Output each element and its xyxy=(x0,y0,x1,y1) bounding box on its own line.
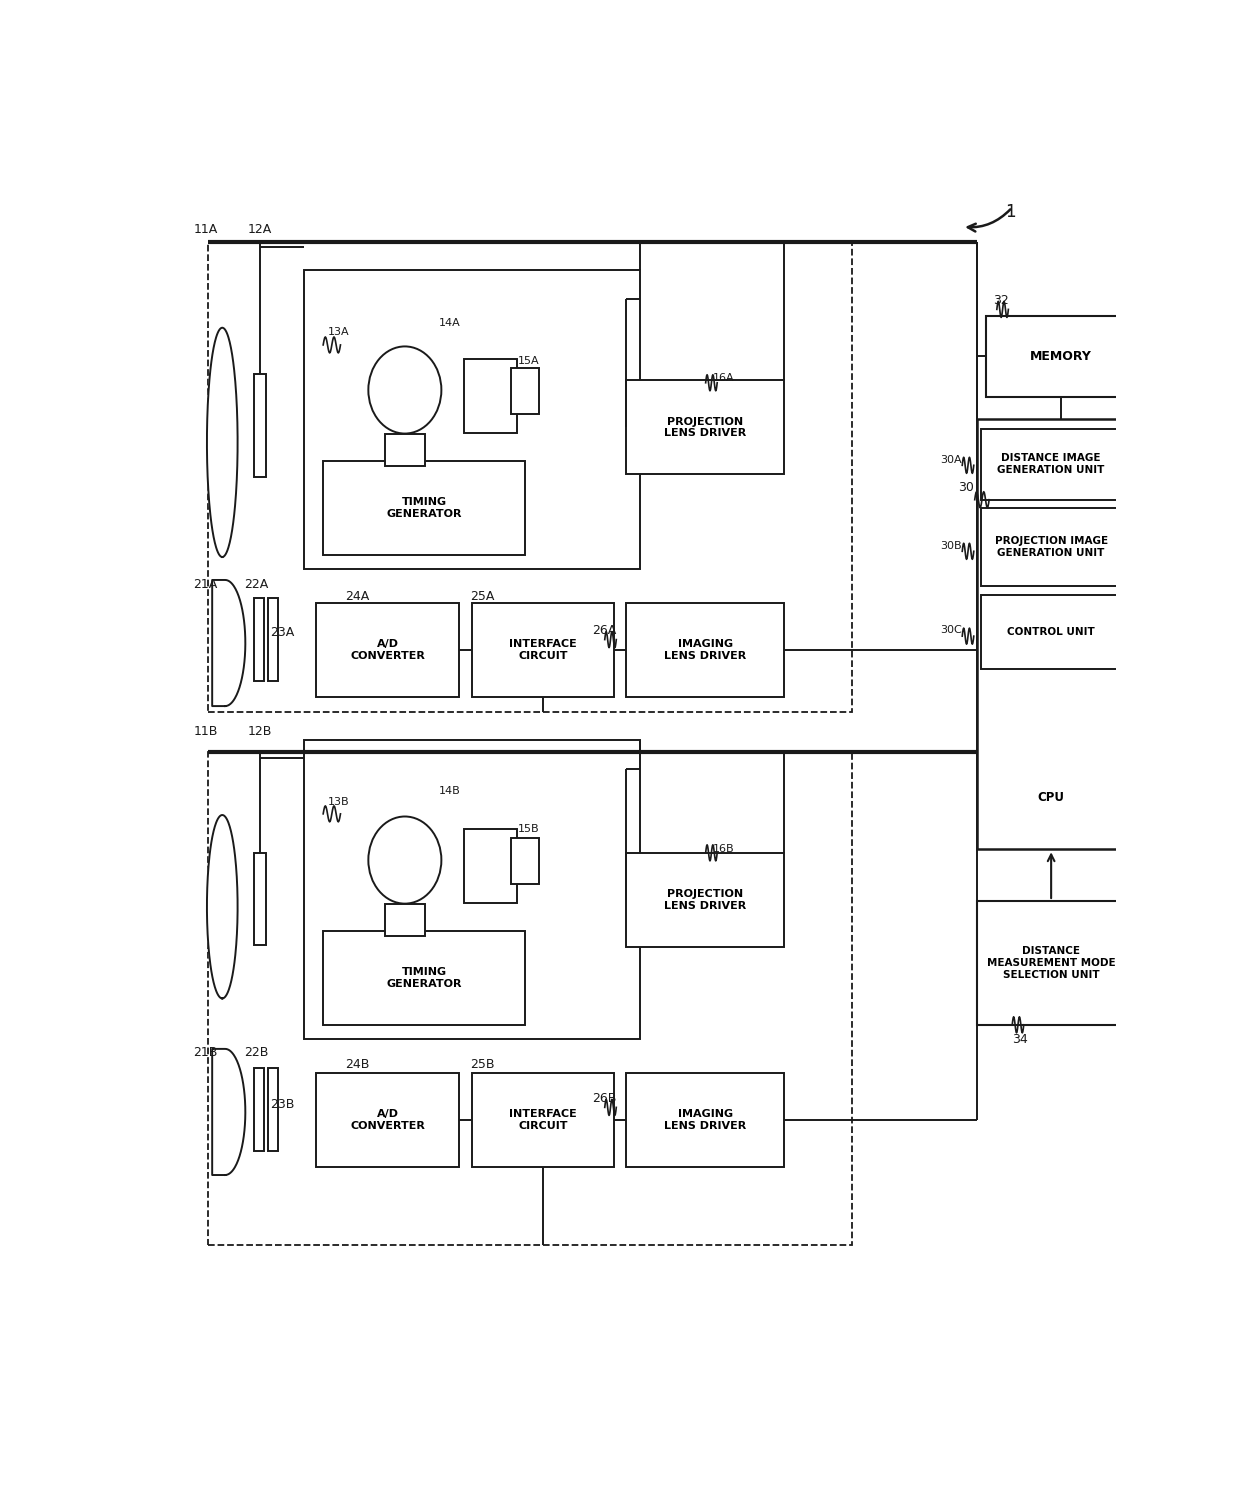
Text: 26A: 26A xyxy=(591,624,616,637)
Text: 26B: 26B xyxy=(591,1091,616,1105)
Text: A/D
CONVERTER: A/D CONVERTER xyxy=(350,639,425,661)
Polygon shape xyxy=(207,814,238,999)
Text: 15B: 15B xyxy=(518,825,539,834)
Text: DISTANCE IMAGE
GENERATION UNIT: DISTANCE IMAGE GENERATION UNIT xyxy=(997,453,1105,475)
Text: 11A: 11A xyxy=(193,223,218,237)
Bar xyxy=(384,904,425,937)
Bar xyxy=(626,603,785,697)
Text: A/D
CONVERTER: A/D CONVERTER xyxy=(350,1109,425,1130)
Bar xyxy=(254,374,265,476)
Text: 14B: 14B xyxy=(439,786,460,795)
Bar xyxy=(324,460,525,555)
Bar xyxy=(465,829,517,904)
Bar xyxy=(511,838,539,884)
Text: TIMING
GENERATOR: TIMING GENERATOR xyxy=(387,966,461,989)
Text: PROJECTION
LENS DRIVER: PROJECTION LENS DRIVER xyxy=(665,889,746,911)
Bar xyxy=(316,603,459,697)
Text: 30C: 30C xyxy=(940,625,962,636)
Bar xyxy=(268,1069,278,1151)
Bar xyxy=(982,596,1121,670)
Text: IMAGING
LENS DRIVER: IMAGING LENS DRIVER xyxy=(665,1109,746,1130)
Text: 14A: 14A xyxy=(439,317,460,328)
Text: 21B: 21B xyxy=(193,1047,218,1059)
Bar xyxy=(626,1074,785,1167)
Text: 12B: 12B xyxy=(247,725,272,739)
Text: 13A: 13A xyxy=(327,328,350,337)
Text: 34: 34 xyxy=(1012,1033,1028,1045)
Bar xyxy=(208,241,852,712)
Bar xyxy=(472,603,614,697)
Bar xyxy=(254,599,264,680)
Text: 16A: 16A xyxy=(712,374,734,383)
Bar xyxy=(316,1074,459,1167)
Text: 30B: 30B xyxy=(941,541,962,551)
Polygon shape xyxy=(207,328,238,557)
Text: 21A: 21A xyxy=(193,578,218,591)
Bar xyxy=(304,271,640,569)
Text: INTERFACE
CIRCUIT: INTERFACE CIRCUIT xyxy=(510,639,577,661)
Bar xyxy=(254,853,265,944)
Text: CPU: CPU xyxy=(1037,791,1064,804)
Bar xyxy=(977,420,1126,849)
Text: 22B: 22B xyxy=(244,1047,269,1059)
Text: 23A: 23A xyxy=(270,625,295,639)
Text: MEMORY: MEMORY xyxy=(1029,350,1091,363)
Text: PROJECTION
LENS DRIVER: PROJECTION LENS DRIVER xyxy=(665,417,746,438)
Polygon shape xyxy=(212,1048,246,1175)
Text: 13B: 13B xyxy=(327,797,350,807)
Text: 1: 1 xyxy=(1004,203,1016,220)
Text: 12A: 12A xyxy=(247,223,272,237)
Text: DISTANCE
MEASUREMENT MODE
SELECTION UNIT: DISTANCE MEASUREMENT MODE SELECTION UNIT xyxy=(987,947,1116,980)
Bar xyxy=(465,359,517,433)
Text: 11B: 11B xyxy=(193,725,218,739)
Bar xyxy=(982,508,1121,585)
Polygon shape xyxy=(212,579,246,706)
Text: 23B: 23B xyxy=(270,1099,295,1111)
Bar xyxy=(986,316,1136,396)
Text: 25A: 25A xyxy=(470,590,495,603)
Bar xyxy=(982,429,1121,500)
Text: TIMING
GENERATOR: TIMING GENERATOR xyxy=(387,497,461,518)
Bar xyxy=(511,368,539,414)
Bar xyxy=(626,853,785,947)
Text: 25B: 25B xyxy=(470,1057,495,1071)
Text: 22A: 22A xyxy=(244,578,269,591)
Text: 24A: 24A xyxy=(345,590,370,603)
Bar xyxy=(472,1074,614,1167)
Text: IMAGING
LENS DRIVER: IMAGING LENS DRIVER xyxy=(665,639,746,661)
Bar xyxy=(324,931,525,1024)
Bar xyxy=(384,433,425,466)
Bar xyxy=(268,599,278,680)
Bar xyxy=(977,901,1126,1024)
Bar xyxy=(626,381,785,475)
Bar xyxy=(208,752,852,1245)
Text: 16B: 16B xyxy=(712,844,734,855)
Text: PROJECTION IMAGE
GENERATION UNIT: PROJECTION IMAGE GENERATION UNIT xyxy=(994,536,1107,557)
Text: INTERFACE
CIRCUIT: INTERFACE CIRCUIT xyxy=(510,1109,577,1130)
Text: CONTROL UNIT: CONTROL UNIT xyxy=(1007,627,1095,637)
Text: 30: 30 xyxy=(957,481,973,494)
Bar xyxy=(304,740,640,1039)
Text: 15A: 15A xyxy=(518,356,539,366)
Text: 32: 32 xyxy=(993,295,1009,307)
Bar xyxy=(254,1069,264,1151)
Text: 24B: 24B xyxy=(345,1057,370,1071)
Text: 30A: 30A xyxy=(941,454,962,465)
